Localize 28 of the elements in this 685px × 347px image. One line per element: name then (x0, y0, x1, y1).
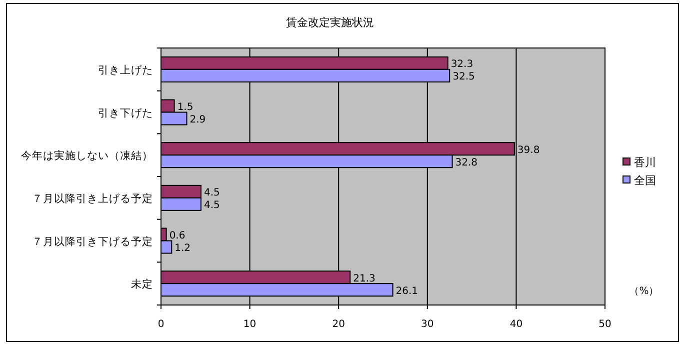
y-tick-label: 引き上げた (98, 63, 153, 76)
legend-label: 全国 (634, 174, 656, 187)
data-label: 39.8 (517, 144, 540, 156)
y-tick-label: 今年は実施しない（凍結） (21, 149, 153, 162)
data-label: 1.2 (174, 243, 191, 254)
y-tick-label: 引き下げた (98, 107, 153, 120)
data-label: 1.5 (177, 102, 194, 113)
data-label: 2.9 (190, 114, 206, 126)
x-tick-label: 0 (158, 319, 164, 330)
y-tick-label: ７月以降引き下げる予定 (32, 234, 153, 248)
data-label: 4.5 (204, 200, 220, 212)
data-label: 0.6 (169, 230, 186, 242)
x-tick-label: 40 (510, 319, 523, 330)
y-tick-label: ７月以降引き上げる予定 (32, 192, 153, 205)
data-label: 4.5 (204, 188, 220, 199)
y-tick-label: 未定 (131, 278, 153, 291)
text: （%） (629, 286, 659, 297)
x-tick-label: 30 (421, 319, 434, 330)
data-label: 21.3 (353, 273, 376, 284)
x-tick-label: 20 (332, 319, 345, 330)
data-label: 26.1 (396, 286, 418, 297)
chart-title: 賃金改定実施状況 (286, 16, 374, 29)
data-label: 32.5 (452, 72, 475, 83)
legend-label: 香川 (634, 156, 656, 169)
x-tick-label: 10 (243, 319, 256, 330)
data-label: 32.8 (455, 157, 478, 168)
x-tick-label: 50 (598, 319, 612, 330)
data-label: 32.3 (450, 59, 474, 70)
